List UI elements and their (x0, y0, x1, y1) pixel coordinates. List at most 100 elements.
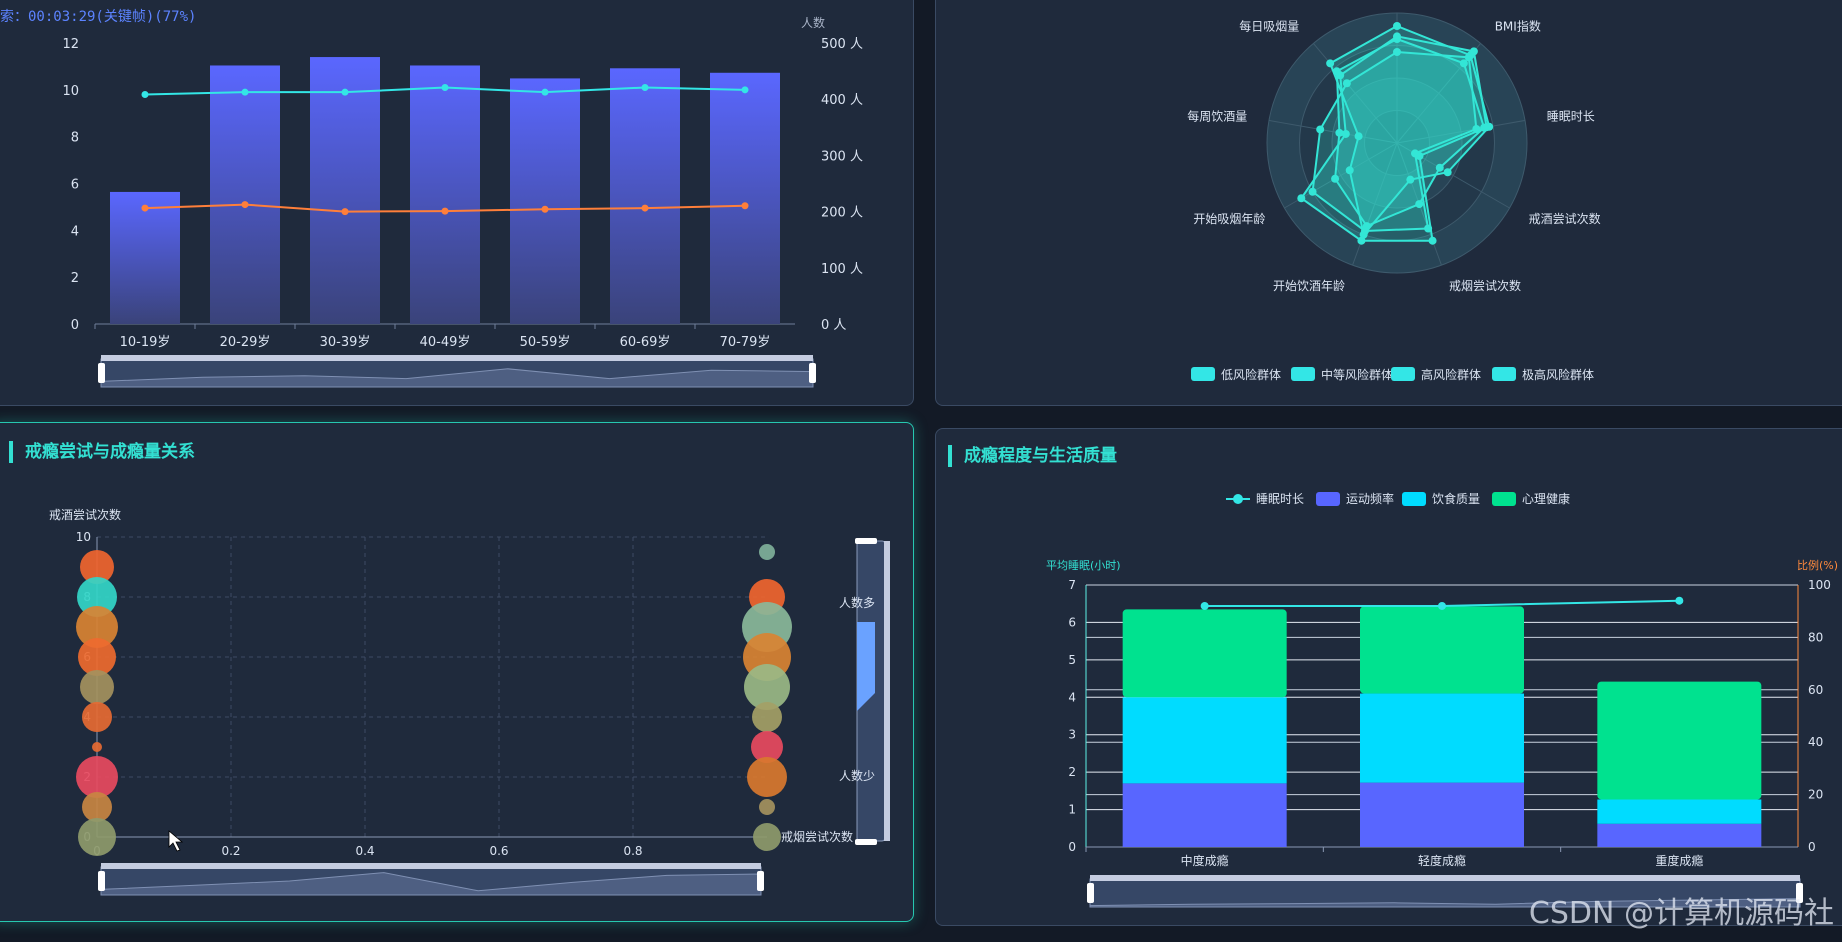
x-tick-label: 0.2 (221, 844, 240, 858)
radar-indicator-label: 戒烟尝试次数 (1449, 278, 1521, 293)
radar-axis (1396, 119, 1526, 144)
y-tick-right: 300 人 (821, 149, 863, 164)
line-point (1200, 601, 1209, 610)
legend-item[interactable]: 高风险群体 (1391, 367, 1481, 382)
y-tick-left: 10 (62, 84, 79, 99)
visualmap-low-label: 人数少 (839, 768, 875, 783)
datazoom-slider[interactable] (98, 355, 816, 388)
legend-label: 运动频率 (1346, 491, 1394, 506)
radar-point (1336, 71, 1345, 80)
radar-point (1424, 224, 1433, 233)
radar-series-area (1311, 50, 1478, 232)
y-tick-right: 40 (1808, 735, 1823, 749)
bar (410, 65, 480, 324)
radar-indicator-label: 开始吸烟年龄 (1193, 212, 1265, 226)
bar (510, 78, 580, 324)
x-tick-label: 10-19岁 (120, 335, 171, 350)
x-tick-label: 中度成瘾 (1181, 853, 1229, 868)
stacked-bar-segment (1597, 681, 1762, 800)
radar-axis (1313, 43, 1398, 144)
visualmap-handle-top (855, 538, 877, 544)
stacked-bar-segment (1360, 606, 1524, 694)
bar (610, 68, 680, 324)
bar (310, 57, 380, 325)
stacked-bar-segment (1597, 799, 1762, 824)
stacked-bar-segment (1360, 693, 1524, 783)
bubble (76, 756, 118, 798)
radar-series-area (1334, 37, 1486, 228)
legend-item[interactable]: 低风险群体 (1191, 367, 1281, 382)
radar-axis (1268, 119, 1398, 144)
legend-item[interactable]: 极高风险群体 (1492, 367, 1594, 382)
legend-item[interactable]: 饮食质量 (1402, 491, 1480, 506)
quality-panel: 成瘾程度与生活质量 0 1 2 3 4 5 6 7 0 20 40 60 80 100 平均睡眠(小时) 比例… (935, 428, 1842, 926)
line-point (641, 83, 649, 91)
radar-indicator-label: BMI指数 (1495, 19, 1541, 34)
datazoom-handle-left[interactable] (98, 871, 105, 891)
radar-point (1308, 187, 1317, 196)
radar-point (1393, 32, 1401, 41)
y-axis-label: 戒酒尝试次数 (49, 507, 121, 522)
radar-point (1393, 22, 1401, 30)
visualmap-high-label: 人数多 (839, 595, 875, 610)
radar-point (1326, 59, 1335, 68)
watermark: CSDN @计算机源码社 (1528, 896, 1834, 931)
bubble (759, 799, 775, 815)
legend-label: 心理健康 (1522, 491, 1570, 506)
bubble (744, 664, 790, 710)
legend-item[interactable]: 心理健康 (1492, 491, 1570, 506)
line-point (541, 88, 549, 96)
bubble (82, 702, 112, 732)
y-tick-left: 1 (1068, 803, 1076, 817)
bubble (92, 742, 102, 752)
radar-point (1345, 166, 1354, 175)
radar-point (1406, 175, 1415, 184)
visualmap-handle-bottom (855, 839, 877, 845)
line-point (241, 88, 249, 96)
datazoom-handle-right[interactable] (1796, 883, 1803, 903)
y-tick-left: 3 (1068, 728, 1076, 742)
bubble (78, 818, 116, 856)
y-tick-left: 6 (1068, 615, 1076, 629)
legend-label: 高风险群体 (1421, 367, 1481, 382)
mouse-cursor-icon (168, 830, 184, 852)
line-point (241, 201, 249, 209)
legend-item[interactable]: 中等风险群体 (1291, 367, 1393, 382)
bubble (80, 670, 114, 704)
datazoom-handle-left[interactable] (1087, 883, 1094, 903)
datazoom-handle-left[interactable] (98, 363, 105, 383)
x-tick-label: 轻度成瘾 (1418, 853, 1466, 868)
radar-point (1354, 132, 1363, 141)
y-tick-right: 20 (1808, 788, 1823, 802)
bubble (77, 577, 117, 617)
y-tick-right: 80 (1808, 630, 1823, 644)
line-point (741, 86, 749, 94)
legend-swatch (1316, 492, 1340, 506)
x-tick-label: 0.8 (623, 844, 642, 858)
legend-swatch (1191, 367, 1215, 381)
radar-point (1342, 79, 1351, 88)
bubble (747, 757, 787, 797)
y-tick-left: 0 (71, 318, 79, 333)
radar-point (1435, 163, 1444, 172)
datazoom-slider[interactable] (98, 863, 764, 896)
y-tick-left: 6 (71, 178, 79, 193)
y-tick-right: 100 人 (821, 262, 863, 277)
line-point (341, 208, 349, 216)
y-tick-right: 400 人 (821, 93, 863, 108)
datazoom-slider[interactable] (1087, 875, 1803, 908)
datazoom-handle-right[interactable] (809, 363, 816, 383)
x-tick-label: 20-29岁 (220, 335, 271, 350)
datazoom-handle-right[interactable] (757, 871, 764, 891)
y-tick-right: 0 (1808, 840, 1816, 854)
radar-indicator-label: 每周饮酒量 (1187, 109, 1247, 124)
y-tick-label: 10 (76, 530, 91, 544)
bubble (759, 544, 775, 560)
y-tick-right: 0 人 (821, 318, 846, 333)
line-point (541, 205, 549, 213)
legend-item[interactable]: 睡眠时长 (1226, 492, 1304, 506)
y-axis-label-left: 平均睡眠(小时) (1046, 559, 1121, 572)
bubble (752, 702, 782, 732)
legend-item[interactable]: 运动频率 (1316, 491, 1394, 506)
